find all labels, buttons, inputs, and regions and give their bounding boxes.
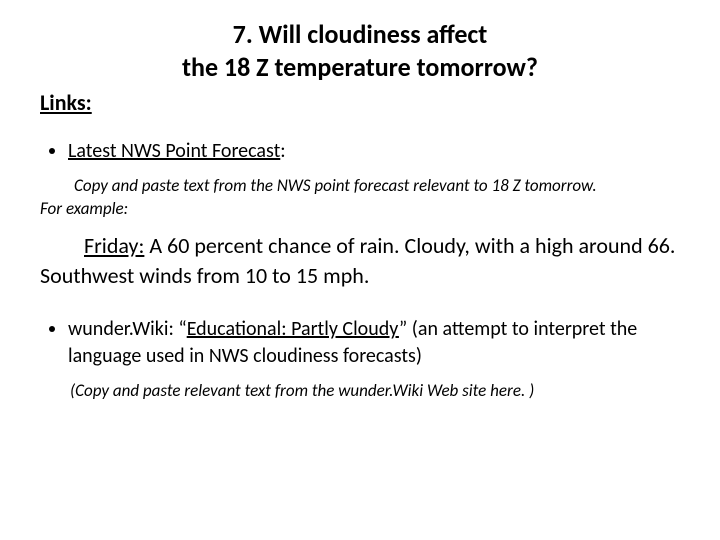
slide: 7. Will cloudiness affect the 18 Z tempe…: [0, 0, 720, 540]
slide-title: 7. Will cloudiness affect the 18 Z tempe…: [40, 18, 680, 83]
links-list: Latest NWS Point Forecast:: [46, 138, 680, 165]
colon: :: [280, 139, 285, 163]
list-item: Latest NWS Point Forecast:: [68, 138, 680, 165]
links-list-2: wunder.Wiki: “Educational: Partly Cloudy…: [46, 316, 680, 370]
title-line-1: 7. Will cloudiness affect: [233, 18, 488, 50]
title-line-2: the 18 Z temperature tomorrow?: [182, 51, 538, 83]
list-item: wunder.Wiki: “Educational: Partly Cloudy…: [68, 316, 680, 370]
forecast-day-label: Friday:: [40, 232, 144, 259]
bullet2-prefix: wunder.Wiki: “: [68, 317, 187, 341]
forecast-example: Friday: A 60 percent chance of rain. Clo…: [40, 231, 680, 290]
wunderwiki-link[interactable]: Educational: Partly Cloudy: [187, 317, 399, 341]
links-heading: Links:: [40, 89, 680, 116]
nws-forecast-link[interactable]: Latest NWS Point Forecast: [68, 139, 280, 163]
note1-line1: Copy and paste text from the NWS point f…: [40, 175, 680, 198]
note1-line2: For example:: [40, 198, 128, 219]
instruction-note-1: Copy and paste text from the NWS point f…: [40, 175, 680, 221]
instruction-note-2: (Copy and paste relevant text from the w…: [70, 380, 680, 403]
